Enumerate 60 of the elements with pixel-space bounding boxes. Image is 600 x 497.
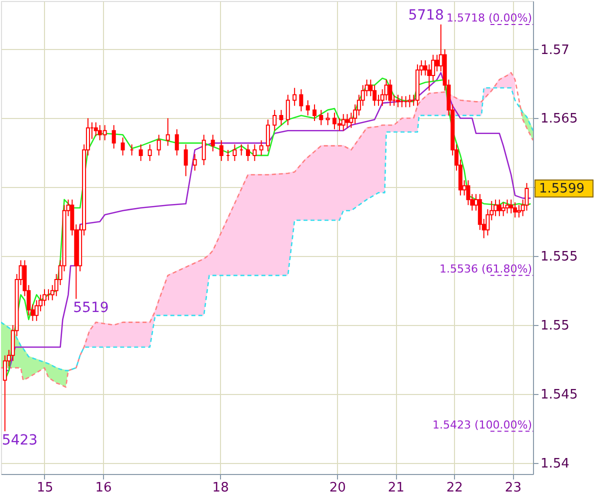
candlestick	[494, 199, 498, 217]
candlestick	[306, 100, 310, 116]
candlestick	[279, 109, 284, 126]
candlestick	[138, 144, 143, 162]
ref-line-label: 1.5536 (61.80%)	[439, 262, 532, 276]
candlestick	[174, 128, 179, 156]
annotation: 5519	[73, 300, 109, 316]
candlestick	[497, 199, 502, 217]
candlestick	[513, 202, 518, 218]
y-tick-label: 1.545	[540, 388, 578, 403]
candlestick	[148, 144, 152, 162]
candlestick	[501, 202, 506, 217]
annotation: 5718	[408, 7, 444, 24]
candlestick	[202, 134, 206, 166]
y-tick-label: 1.57	[540, 42, 570, 58]
candlestick	[408, 94, 412, 108]
y-tick-label: 1.565	[540, 112, 578, 127]
candlestick	[259, 140, 264, 156]
annotation: 1.5599	[539, 182, 584, 197]
x-tick-label: 21	[388, 480, 404, 496]
x-tick-label: 20	[329, 480, 346, 496]
candlestick	[299, 88, 304, 112]
candlestick	[166, 118, 170, 146]
x-tick-label: 16	[95, 480, 112, 496]
candlestick	[272, 109, 277, 132]
annotation: 5423	[2, 432, 38, 448]
candlestick	[341, 114, 346, 132]
x-tick-label: 15	[36, 480, 54, 496]
candlestick	[388, 79, 392, 106]
candlestick	[94, 122, 98, 137]
candlestick	[312, 104, 317, 122]
candlestick	[505, 199, 510, 214]
y-tick-label: 1.54	[540, 456, 570, 472]
x-tick-label: 22	[446, 480, 463, 496]
candlestick	[252, 144, 257, 162]
candlestick	[509, 199, 514, 214]
y-tick-label: 1.555	[540, 250, 578, 265]
candlestick	[435, 54, 440, 72]
candlestick	[286, 94, 290, 126]
candlestick	[232, 144, 237, 162]
candlestick	[326, 112, 330, 126]
candlestick	[192, 154, 197, 172]
candlestick	[184, 144, 188, 177]
candlestick	[112, 124, 116, 150]
x-tick-label: 18	[212, 480, 229, 496]
ref-line-label: 1.5718 (0.00%)	[446, 11, 532, 24]
candlestick	[345, 114, 350, 128]
candlestick	[396, 94, 400, 108]
candlestick	[156, 134, 161, 156]
candlestick	[292, 87, 297, 106]
candlestick	[427, 64, 432, 92]
y-tick-label: 1.55	[540, 318, 570, 334]
ref-line-label: 1.5423 (100.00%)	[432, 418, 532, 432]
candlestick	[210, 134, 215, 152]
candlestick	[120, 137, 125, 156]
candlestick	[319, 109, 324, 126]
candlestick	[266, 119, 270, 152]
candlestick	[219, 140, 224, 162]
x-tick-label: 23	[504, 480, 522, 496]
candlestick	[246, 144, 250, 162]
